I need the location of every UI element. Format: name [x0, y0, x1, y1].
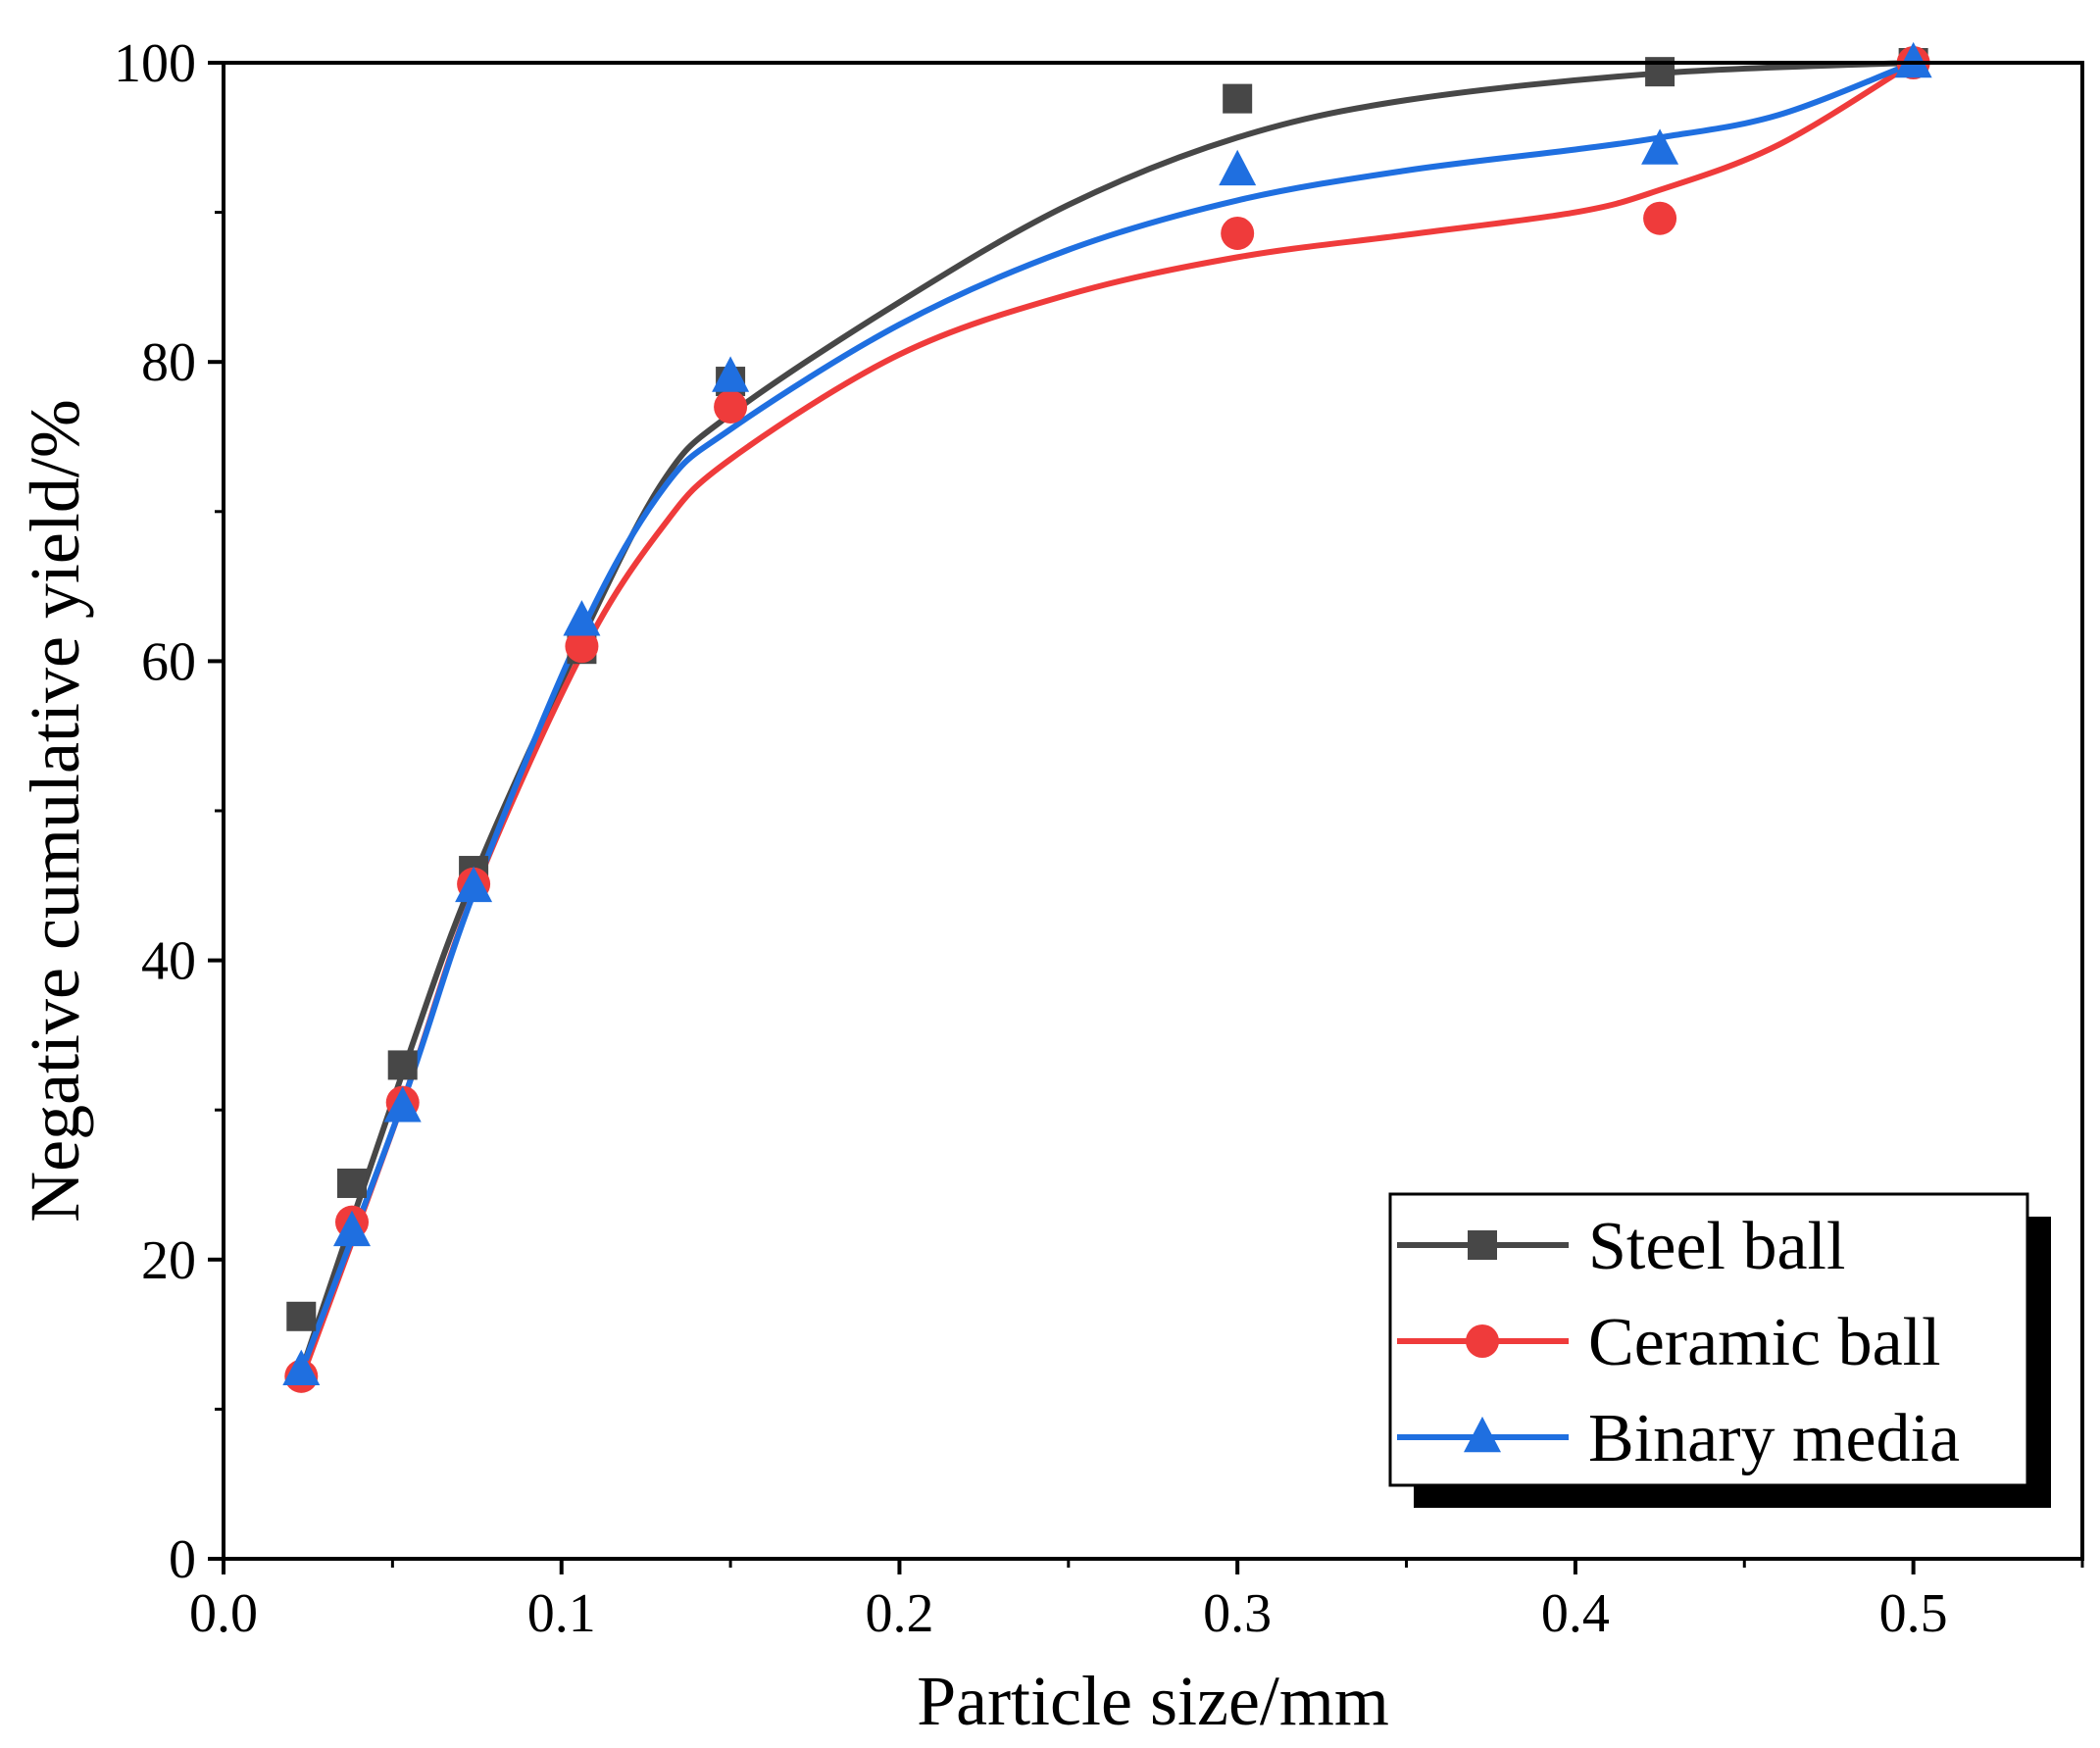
- binary-media-point: [1641, 128, 1679, 165]
- x-tick-label: 0.5: [1879, 1583, 1948, 1644]
- steel-ball-point: [336, 1168, 367, 1198]
- binary-media-point: [455, 866, 493, 903]
- y-tick-label: 80: [141, 332, 196, 393]
- y-tick-label: 20: [141, 1230, 196, 1291]
- steel-ball-point: [387, 1050, 418, 1080]
- legend-label-binary-media: Binary media: [1588, 1401, 1960, 1476]
- y-tick-label: 100: [114, 33, 196, 94]
- binary-media-point: [383, 1086, 422, 1123]
- y-tick-labels: 0 20 40 60 80 100: [114, 33, 196, 1590]
- steel-ball-fit-line: [298, 60, 1917, 1375]
- binary-media-point: [563, 600, 601, 636]
- ceramic-ball-point: [714, 389, 748, 424]
- legend: Steel ball Ceramic ball Binary media: [1388, 1192, 2051, 1508]
- ceramic-ball-point: [1221, 216, 1255, 250]
- x-tick-label: 0.1: [527, 1583, 596, 1644]
- x-axis-label: Particle size/mm: [917, 1662, 1389, 1740]
- x-tick-label: 0.3: [1203, 1583, 1272, 1644]
- x-tick-label: 0.2: [865, 1583, 933, 1644]
- legend-marker-binary-media: [1464, 1416, 1501, 1453]
- legend-label-steel-ball: Steel ball: [1588, 1209, 1845, 1284]
- legend-marker-steel-ball: [1468, 1230, 1497, 1260]
- ceramic-ball-point: [1643, 201, 1677, 235]
- plot-frame: [222, 61, 2084, 1561]
- binary-media-point: [1219, 149, 1257, 186]
- binary-media-point: [1894, 41, 1932, 78]
- binary-media-point: [712, 356, 750, 392]
- legend-marker-ceramic-ball: [1466, 1324, 1499, 1358]
- fit-curves: [298, 60, 1917, 1382]
- x-tick-label: 0.0: [189, 1583, 258, 1644]
- steel-ball-point: [286, 1301, 317, 1331]
- legend-label-ceramic-ball: Ceramic ball: [1588, 1305, 1941, 1380]
- binary-media-fit-line: [298, 60, 1917, 1375]
- data-markers: [282, 41, 1932, 1393]
- x-tick-labels: 0.0 0.1 0.2 0.3 0.4 0.5: [189, 1583, 1948, 1644]
- steel-ball-point: [1223, 83, 1253, 114]
- x-tick-label: 0.4: [1541, 1583, 1610, 1644]
- binary-media-point: [282, 1349, 321, 1386]
- y-tick-label: 40: [141, 931, 196, 992]
- y-tick-label: 0: [169, 1529, 196, 1590]
- y-tick-label: 60: [141, 631, 196, 692]
- y-axis-label: Negative cumulative yield/%: [16, 399, 94, 1223]
- ceramic-ball-point: [565, 629, 599, 664]
- binary-media-point: [332, 1210, 371, 1247]
